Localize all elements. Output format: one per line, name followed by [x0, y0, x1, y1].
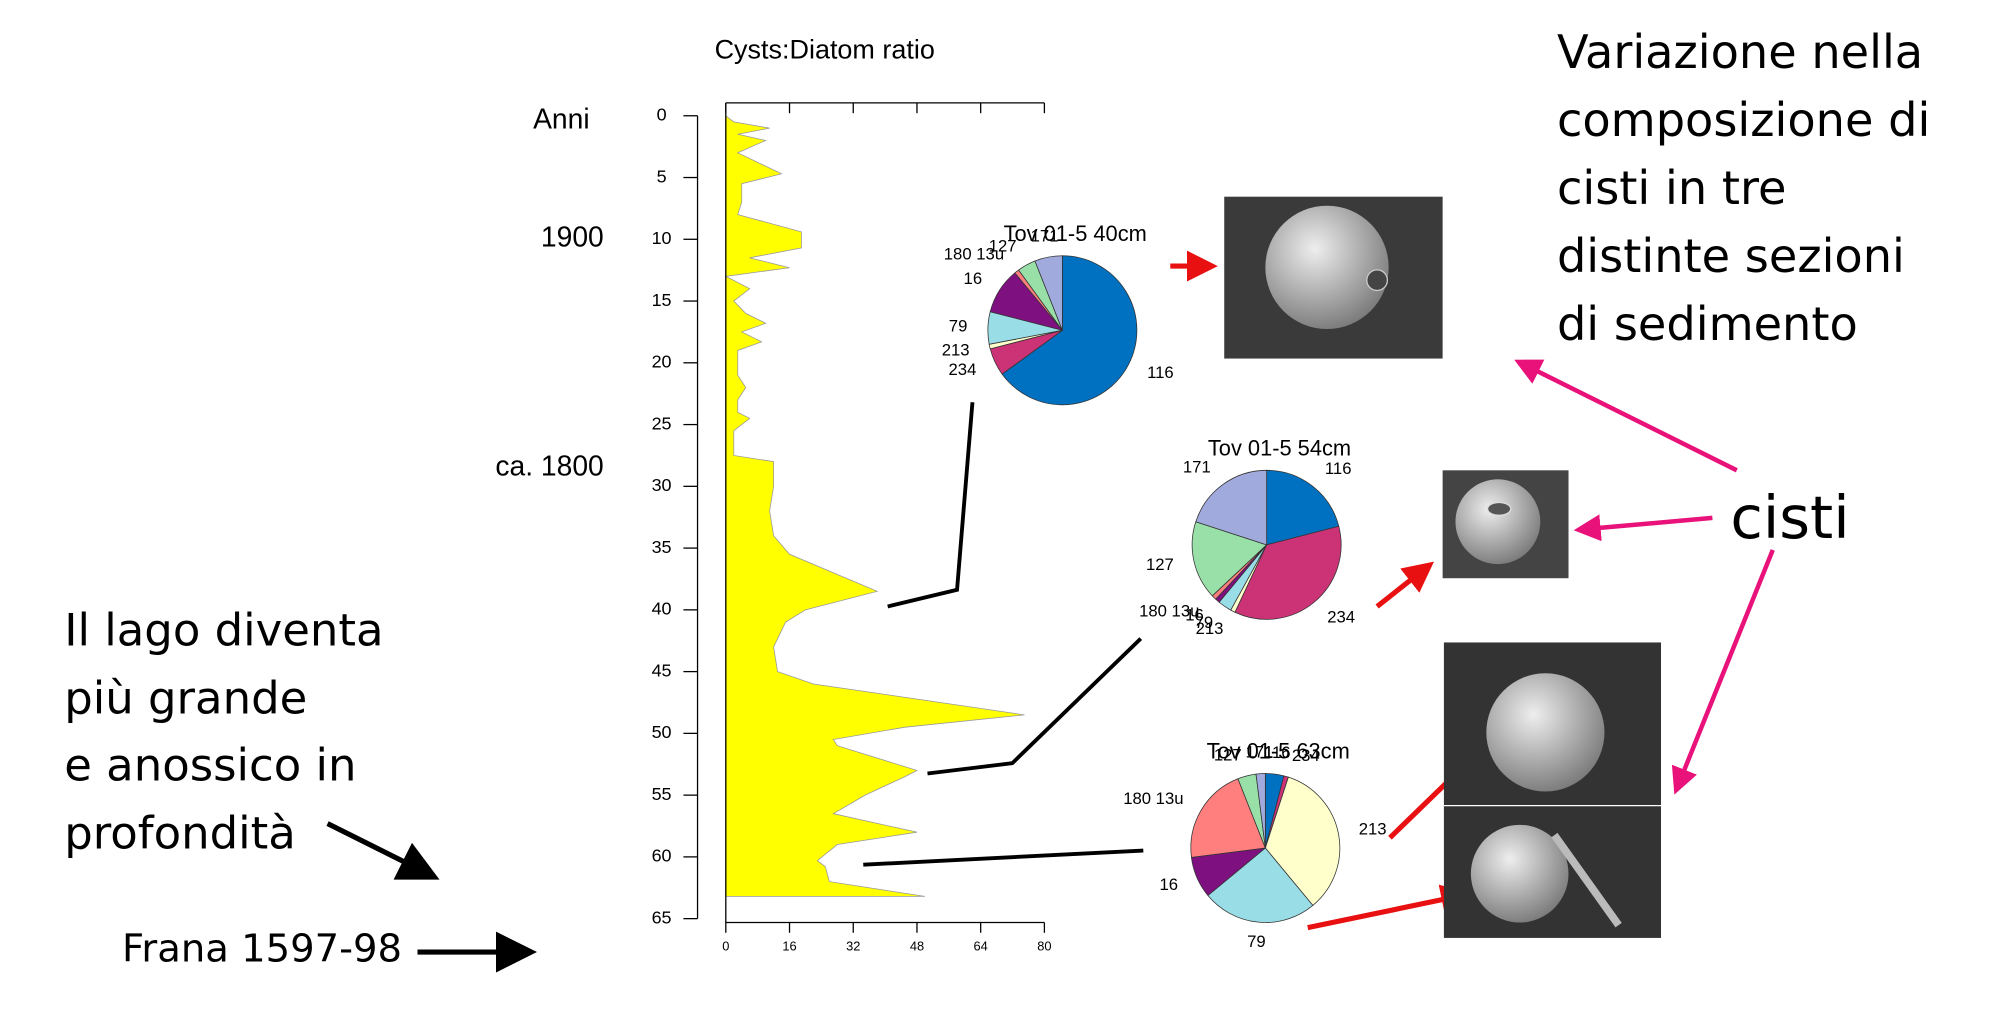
- sem-image: [1443, 642, 1662, 938]
- pie-title: Tov 01-5 40cm: [1004, 221, 1147, 246]
- pie-title: Tov 01-5 63cm: [1207, 739, 1350, 764]
- y-tick-label: 55: [652, 784, 672, 804]
- connector: [927, 637, 1143, 776]
- arrow: [1375, 561, 1434, 609]
- chart-title: Cysts:Diatom ratio: [715, 35, 935, 65]
- pie-label: 16: [1185, 606, 1204, 625]
- pie-slice: [1255, 773, 1266, 849]
- pie-label: 213: [942, 340, 970, 359]
- cisti-label: cisti: [1730, 483, 1849, 552]
- pie-label: 171: [1245, 743, 1273, 762]
- note-line: Il lago diventa: [64, 603, 383, 656]
- pie-label: 16: [964, 269, 983, 288]
- x-tick-label: 0: [722, 938, 729, 953]
- pie-slice: [1207, 847, 1314, 923]
- pie-label: 234: [1327, 607, 1355, 626]
- connector: [887, 402, 975, 609]
- heading-line: composizione di: [1557, 93, 1930, 147]
- y-tick-label: 30: [652, 475, 672, 495]
- pie-label: 171: [1183, 457, 1211, 476]
- pie-label: 234: [949, 360, 977, 379]
- pie-label: 213: [1196, 619, 1224, 638]
- x-tick-label: 80: [1037, 938, 1051, 953]
- x-tick-label: 32: [846, 938, 860, 953]
- heading: Variazione nella composizione di cisti i…: [1557, 25, 1930, 351]
- pie-label: 116: [1147, 363, 1174, 382]
- pie-label: 79: [949, 317, 968, 336]
- arrow: [1671, 549, 1775, 795]
- pie-label: 116: [1325, 459, 1352, 478]
- pie-slice: [1190, 778, 1266, 858]
- pie-label: 127: [1146, 555, 1174, 574]
- pie-label: 127: [989, 236, 1017, 255]
- y-tick-label: 25: [652, 413, 672, 433]
- sem-image: [1442, 470, 1569, 579]
- frana-label: Frana 1597-98: [122, 926, 402, 971]
- note-line: più grande: [64, 672, 307, 725]
- connector: [863, 848, 1144, 867]
- pie-slice: [1001, 255, 1138, 406]
- left-note: Il lago diventa più grande e anossico in…: [64, 603, 383, 859]
- arrow: [1573, 514, 1713, 542]
- pie-label: 234: [1292, 746, 1320, 765]
- y-tick-label: 45: [652, 660, 672, 680]
- pie-label: 180 13u: [1123, 789, 1183, 808]
- sem-image: [1224, 196, 1443, 359]
- pie-label: 116: [1264, 743, 1291, 762]
- note-line: profondità: [64, 806, 296, 859]
- y-tick-label: 35: [652, 537, 672, 557]
- heading-line: cisti in tre: [1557, 161, 1786, 215]
- pie-slice: [1191, 521, 1268, 597]
- pie-label: 79: [1195, 613, 1214, 632]
- x-tick-label: 64: [974, 938, 988, 953]
- note-line: e anossico in: [64, 738, 356, 791]
- heading-line: di sedimento: [1557, 297, 1858, 351]
- pie-slice: [1234, 525, 1342, 620]
- age-axis-label: Anni: [533, 102, 590, 134]
- pie-slice: [1034, 255, 1063, 331]
- pie-title: Tov 01-5 54cm: [1208, 436, 1351, 461]
- arrow: [326, 821, 440, 880]
- pie-label: 127: [1214, 745, 1242, 764]
- y-tick-label: 0: [657, 105, 667, 125]
- pie-label: 79: [1247, 932, 1266, 951]
- y-tick-label: 50: [652, 722, 672, 742]
- area: [724, 114, 1025, 897]
- y-tick-label: 20: [652, 352, 672, 372]
- age-label: ca. 1800: [495, 449, 603, 481]
- y-tick-label: 65: [652, 907, 672, 927]
- pie-slice: [1195, 469, 1268, 546]
- y-tick-label: 5: [657, 166, 667, 186]
- pie-label: 180 13u: [944, 245, 1004, 264]
- y-tick-label: 10: [652, 228, 672, 248]
- y-tick-label: 60: [652, 846, 672, 866]
- pie-label: 180 13u: [1139, 601, 1199, 620]
- arrow: [1307, 884, 1472, 931]
- heading-line: distinte sezioni: [1557, 229, 1905, 283]
- arrow: [1514, 359, 1738, 473]
- y-tick-label: 40: [652, 599, 672, 619]
- y-tick-label: 15: [652, 290, 672, 310]
- x-tick-label: 16: [782, 938, 796, 953]
- heading-line: Variazione nella: [1557, 25, 1923, 79]
- age-label: 1900: [541, 221, 604, 253]
- pie-slice: [1264, 776, 1341, 906]
- pie-label: 171: [1031, 226, 1059, 245]
- pie-label: 16: [1160, 875, 1179, 894]
- pie-slice: [1266, 469, 1340, 546]
- x-tick-label: 48: [910, 938, 924, 953]
- pie-label: 213: [1359, 820, 1387, 839]
